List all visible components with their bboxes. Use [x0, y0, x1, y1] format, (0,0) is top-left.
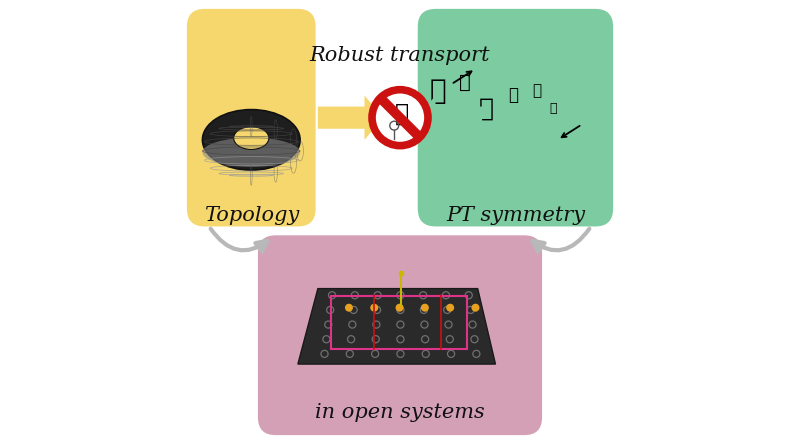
Circle shape	[395, 304, 403, 312]
Text: 🦋: 🦋	[550, 102, 557, 115]
Polygon shape	[298, 289, 495, 364]
Circle shape	[446, 304, 454, 312]
Polygon shape	[417, 95, 482, 140]
Text: 🦋: 🦋	[458, 73, 470, 91]
Ellipse shape	[234, 127, 269, 150]
Text: 🦋: 🦋	[508, 87, 518, 104]
Text: 🦋: 🦋	[532, 83, 542, 99]
Circle shape	[345, 304, 353, 312]
Text: 🦋: 🦋	[430, 77, 446, 105]
Ellipse shape	[202, 110, 300, 170]
FancyBboxPatch shape	[187, 9, 316, 226]
Circle shape	[421, 304, 429, 312]
Text: PT symmetry: PT symmetry	[446, 206, 585, 225]
Text: Robust transport: Robust transport	[310, 46, 490, 65]
Text: Topology: Topology	[204, 206, 299, 225]
Circle shape	[471, 304, 479, 312]
Circle shape	[370, 304, 378, 312]
FancyBboxPatch shape	[258, 235, 542, 435]
Text: in open systems: in open systems	[315, 404, 485, 422]
FancyBboxPatch shape	[418, 9, 613, 226]
Text: 🦋: 🦋	[479, 97, 494, 121]
Polygon shape	[318, 95, 383, 140]
Circle shape	[372, 90, 428, 146]
Ellipse shape	[202, 138, 300, 167]
Text: ✋: ✋	[395, 102, 410, 126]
